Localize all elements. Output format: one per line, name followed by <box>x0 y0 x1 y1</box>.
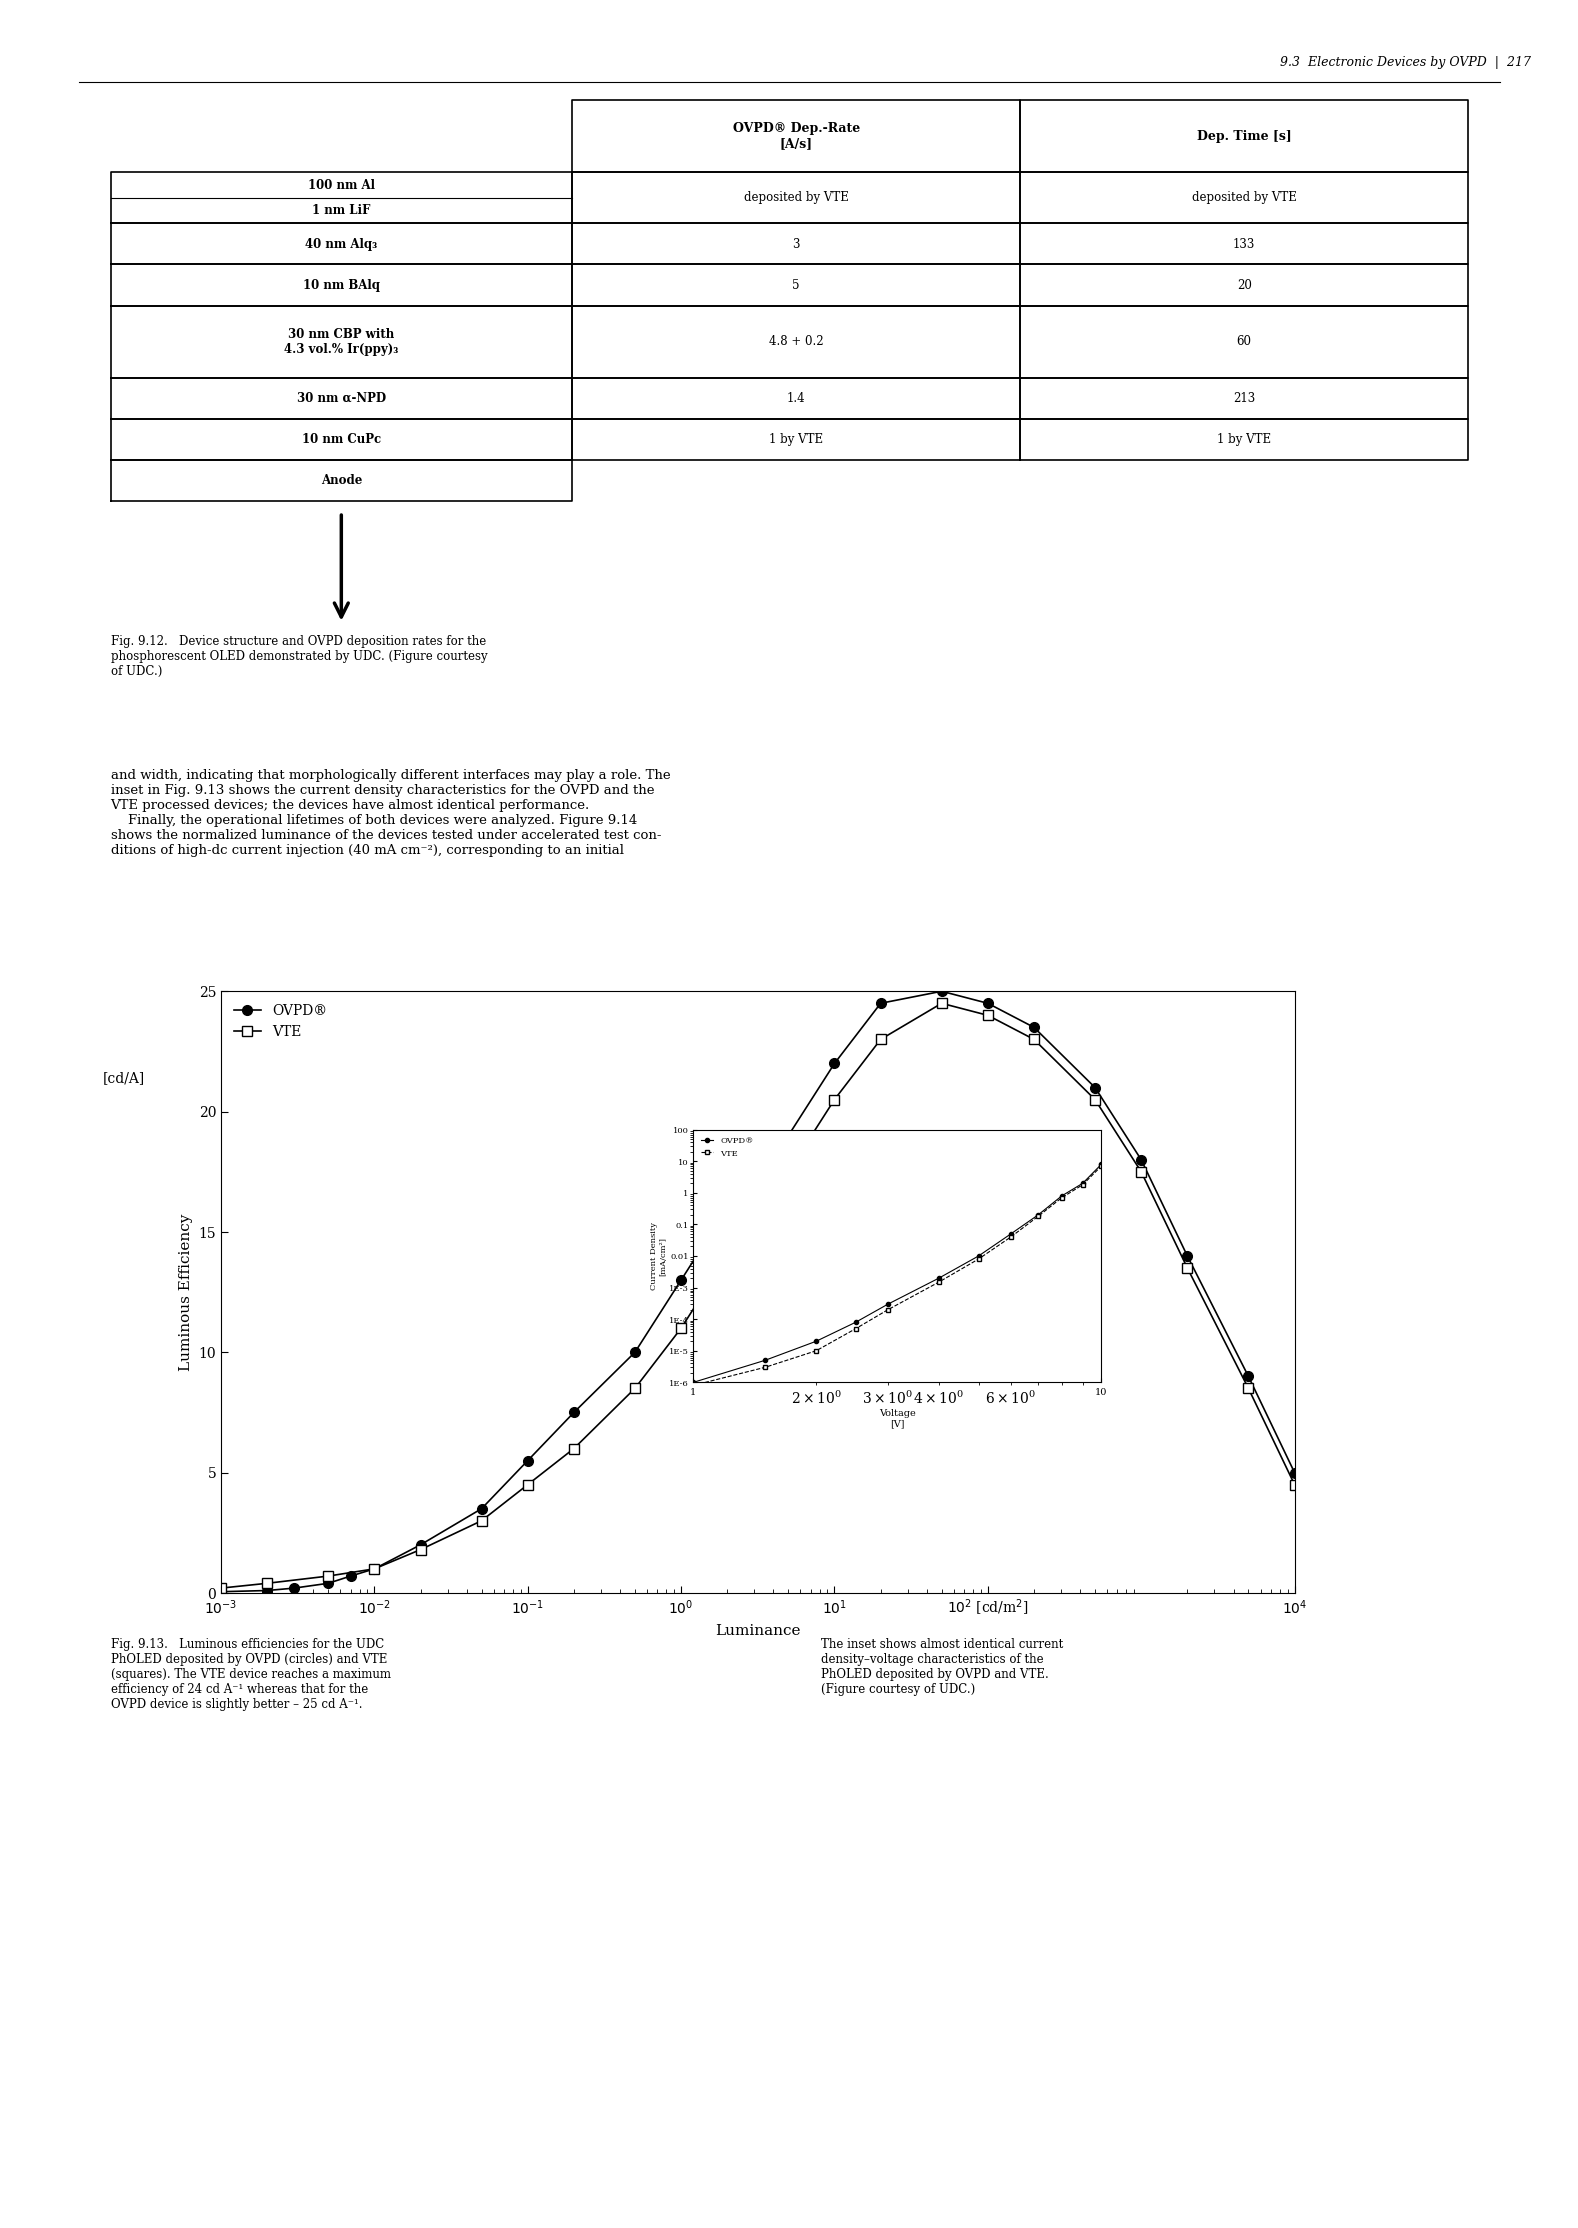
OVPD® <box>211 1577 230 1604</box>
OVPD® <box>565 1399 584 1426</box>
Text: 1 nm LiF: 1 nm LiF <box>312 205 371 218</box>
Text: 1 by VTE: 1 by VTE <box>1217 432 1270 446</box>
VTE <box>1284 1470 1303 1497</box>
Line: OVPD®: OVPD® <box>216 987 1299 1597</box>
Text: 10 nm BAlq: 10 nm BAlq <box>303 278 380 292</box>
OVPD® <box>1131 1147 1150 1174</box>
OVPD® <box>931 978 950 1005</box>
VTE <box>1086 1087 1105 1114</box>
Text: OVPD® Dep.-Rate
[A/s]: OVPD® Dep.-Rate [A/s] <box>732 123 860 149</box>
OVPD® <box>825 1049 844 1076</box>
Text: Fig. 9.13.   Luminous efficiencies for the UDC
PhOLED deposited by OVPD (circles: Fig. 9.13. Luminous efficiencies for the… <box>110 1638 390 1711</box>
Text: 213: 213 <box>1232 392 1255 405</box>
OVPD® <box>978 989 997 1016</box>
Text: deposited by VTE: deposited by VTE <box>743 192 849 205</box>
Text: 30 nm α-NPD: 30 nm α-NPD <box>297 392 385 405</box>
VTE <box>718 1243 737 1270</box>
OVPD® <box>1086 1074 1105 1101</box>
Text: Anode: Anode <box>320 475 361 488</box>
Text: 20: 20 <box>1236 278 1251 292</box>
Text: 100 nm Al: 100 nm Al <box>308 178 374 192</box>
Text: 3: 3 <box>792 238 800 252</box>
VTE <box>257 1571 276 1597</box>
OVPD® <box>365 1555 383 1582</box>
Text: 4.8 + 0.2: 4.8 + 0.2 <box>768 336 824 348</box>
VTE <box>518 1470 537 1497</box>
VTE <box>365 1555 383 1582</box>
VTE <box>931 989 950 1016</box>
OVPD® <box>625 1339 644 1366</box>
VTE <box>825 1087 844 1114</box>
OVPD® <box>472 1495 491 1522</box>
OVPD® <box>671 1268 690 1294</box>
OVPD® <box>319 1571 338 1597</box>
Text: 133: 133 <box>1232 238 1255 252</box>
Text: [cd/A]: [cd/A] <box>103 1072 145 1085</box>
Text: deposited by VTE: deposited by VTE <box>1191 192 1296 205</box>
OVPD® <box>1284 1459 1303 1486</box>
VTE <box>410 1537 429 1564</box>
VTE <box>1177 1254 1196 1281</box>
VTE <box>319 1562 338 1589</box>
VTE <box>1024 1027 1043 1054</box>
OVPD® <box>1177 1243 1196 1270</box>
Text: Dep. Time [s]: Dep. Time [s] <box>1196 129 1291 143</box>
Text: 9.3  Electronic Devices by OVPD  |  217: 9.3 Electronic Devices by OVPD | 217 <box>1280 56 1531 69</box>
OVPD® <box>1024 1014 1043 1040</box>
VTE <box>978 1003 997 1029</box>
VTE <box>211 1575 230 1602</box>
OVPD® <box>410 1531 429 1557</box>
OVPD® <box>1239 1364 1258 1390</box>
OVPD® <box>871 989 890 1016</box>
VTE <box>871 1027 890 1054</box>
Text: 1.4: 1.4 <box>786 392 805 405</box>
X-axis label: Luminance: Luminance <box>715 1624 800 1638</box>
OVPD® <box>778 1123 797 1150</box>
VTE <box>671 1315 690 1341</box>
Y-axis label: Luminous Efficiency: Luminous Efficiency <box>178 1214 193 1370</box>
VTE <box>1131 1159 1150 1185</box>
VTE <box>625 1375 644 1401</box>
VTE <box>472 1508 491 1535</box>
OVPD® <box>284 1575 303 1602</box>
Legend: OVPD®, VTE: OVPD®, VTE <box>227 998 333 1045</box>
Line: VTE: VTE <box>216 998 1299 1593</box>
Text: 40 nm Alq₃: 40 nm Alq₃ <box>305 238 377 252</box>
Text: The inset shows almost identical current
density–voltage characteristics of the
: The inset shows almost identical current… <box>821 1638 1062 1696</box>
Text: 30 nm CBP with
4.3 vol.% Ir(ppy)₃: 30 nm CBP with 4.3 vol.% Ir(ppy)₃ <box>284 328 398 356</box>
OVPD® <box>257 1577 276 1604</box>
Text: Fig. 9.12.   Device structure and OVPD deposition rates for the
phosphorescent O: Fig. 9.12. Device structure and OVPD dep… <box>110 635 488 677</box>
Text: and width, indicating that morphologically different interfaces may play a role.: and width, indicating that morphological… <box>110 769 669 856</box>
VTE <box>1239 1375 1258 1401</box>
Text: 60: 60 <box>1236 336 1251 348</box>
OVPD® <box>518 1448 537 1475</box>
OVPD® <box>341 1562 360 1589</box>
OVPD® <box>718 1194 737 1221</box>
Text: 10 nm CuPc: 10 nm CuPc <box>301 432 380 446</box>
VTE <box>565 1435 584 1462</box>
Text: 5: 5 <box>792 278 800 292</box>
VTE <box>778 1159 797 1185</box>
Text: 1 by VTE: 1 by VTE <box>768 432 822 446</box>
